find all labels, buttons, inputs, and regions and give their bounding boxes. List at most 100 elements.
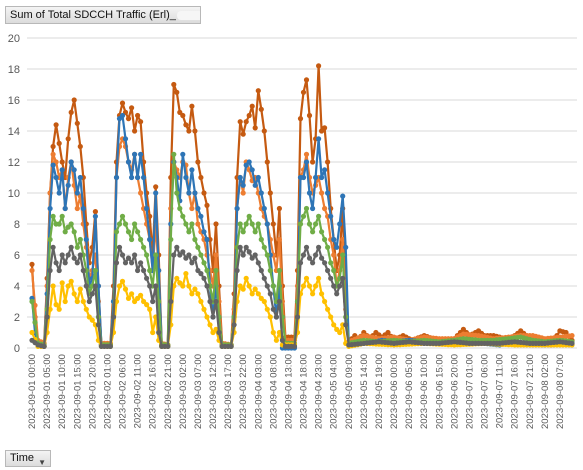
data-point	[132, 151, 138, 157]
data-point	[303, 244, 310, 250]
data-point	[168, 236, 174, 243]
data-point	[68, 278, 74, 284]
data-point	[267, 190, 273, 196]
data-point	[59, 280, 65, 286]
data-point	[306, 221, 313, 227]
data-point	[297, 116, 304, 122]
data-point	[180, 112, 186, 119]
series-layer	[29, 63, 575, 351]
data-point	[189, 167, 195, 173]
x-tick-label: 2023-09-05 19:00	[374, 354, 385, 429]
data-point	[322, 167, 328, 173]
data-point	[310, 291, 316, 297]
data-point	[331, 283, 337, 289]
data-point	[231, 322, 237, 328]
data-point	[189, 260, 195, 266]
data-point	[264, 283, 270, 289]
dropdown-arrow-icon: ▼	[38, 458, 46, 467]
data-point	[204, 283, 210, 289]
y-tick-label: 4	[14, 281, 20, 293]
data-point	[83, 306, 89, 312]
x-tick-label: 2023-09-04 03:00	[253, 354, 264, 429]
data-point	[77, 286, 83, 292]
data-point	[328, 275, 334, 281]
data-point	[186, 229, 192, 235]
data-point	[310, 205, 316, 212]
x-tick-label: 2023-09-03 02:00	[178, 354, 189, 429]
data-point	[77, 252, 83, 258]
data-point	[255, 221, 261, 227]
data-point	[144, 252, 150, 258]
data-point	[71, 229, 77, 235]
data-point	[198, 252, 204, 258]
data-point	[147, 267, 153, 274]
value-field-button[interactable]: Sum of Total SDCCH Traffic (Erl)_	[5, 6, 201, 24]
data-point	[322, 125, 328, 131]
data-point	[186, 190, 192, 196]
data-point	[195, 221, 201, 227]
data-point	[563, 329, 569, 336]
data-point	[119, 100, 126, 106]
y-tick-label: 10	[8, 188, 20, 200]
data-point	[322, 205, 328, 212]
data-point	[83, 236, 89, 243]
data-point	[252, 286, 258, 292]
data-point	[53, 302, 59, 308]
data-point	[319, 190, 325, 196]
data-point	[122, 260, 129, 266]
data-point	[138, 236, 144, 243]
data-point	[125, 295, 132, 301]
y-tick-label: 6	[14, 250, 20, 262]
data-point	[213, 252, 219, 258]
data-point	[319, 291, 325, 297]
x-tick-label: 2023-09-08 02:00	[540, 354, 551, 429]
data-point	[331, 267, 337, 274]
data-point	[337, 329, 343, 336]
data-point	[273, 337, 279, 343]
data-point	[192, 128, 198, 134]
data-point	[319, 255, 325, 261]
data-point	[65, 252, 71, 258]
data-point	[153, 190, 159, 196]
data-point	[180, 283, 186, 289]
data-point	[116, 221, 123, 227]
data-point	[125, 159, 132, 165]
data-point	[306, 255, 313, 261]
data-point	[74, 298, 80, 305]
data-point	[340, 236, 346, 243]
x-tick-label: 2023-09-07 01:00	[464, 354, 475, 429]
data-point	[53, 174, 59, 181]
x-tick-label: 2023-09-07 11:00	[495, 354, 506, 428]
data-point	[74, 244, 80, 250]
data-point	[65, 283, 71, 289]
data-point	[65, 182, 71, 188]
data-point	[68, 244, 74, 250]
data-point	[53, 122, 59, 128]
x-tick-label: 2023-09-06 20:00	[449, 354, 460, 429]
data-point	[343, 322, 349, 328]
data-point	[201, 260, 207, 266]
data-point	[325, 267, 331, 274]
data-point	[125, 229, 132, 235]
data-point	[331, 322, 337, 328]
data-point	[240, 229, 246, 235]
axis-field-button[interactable]: Time ▼	[5, 450, 51, 467]
x-tick-label: 2023-09-06 05:00	[404, 354, 415, 429]
data-point	[258, 236, 264, 243]
x-tick-label: 2023-09-01 10:00	[57, 354, 68, 429]
x-tick-label: 2023-09-03 07:00	[193, 354, 204, 429]
data-point	[243, 221, 249, 227]
data-point	[83, 283, 89, 289]
data-point	[340, 193, 346, 199]
data-point	[237, 174, 243, 181]
data-point	[316, 63, 322, 69]
data-point	[135, 112, 141, 119]
data-point	[322, 260, 328, 266]
data-point	[276, 267, 282, 274]
data-point	[216, 329, 222, 336]
data-point	[119, 278, 126, 284]
y-tick-label: 0	[14, 343, 20, 355]
data-point	[77, 143, 83, 150]
data-point	[74, 205, 80, 212]
